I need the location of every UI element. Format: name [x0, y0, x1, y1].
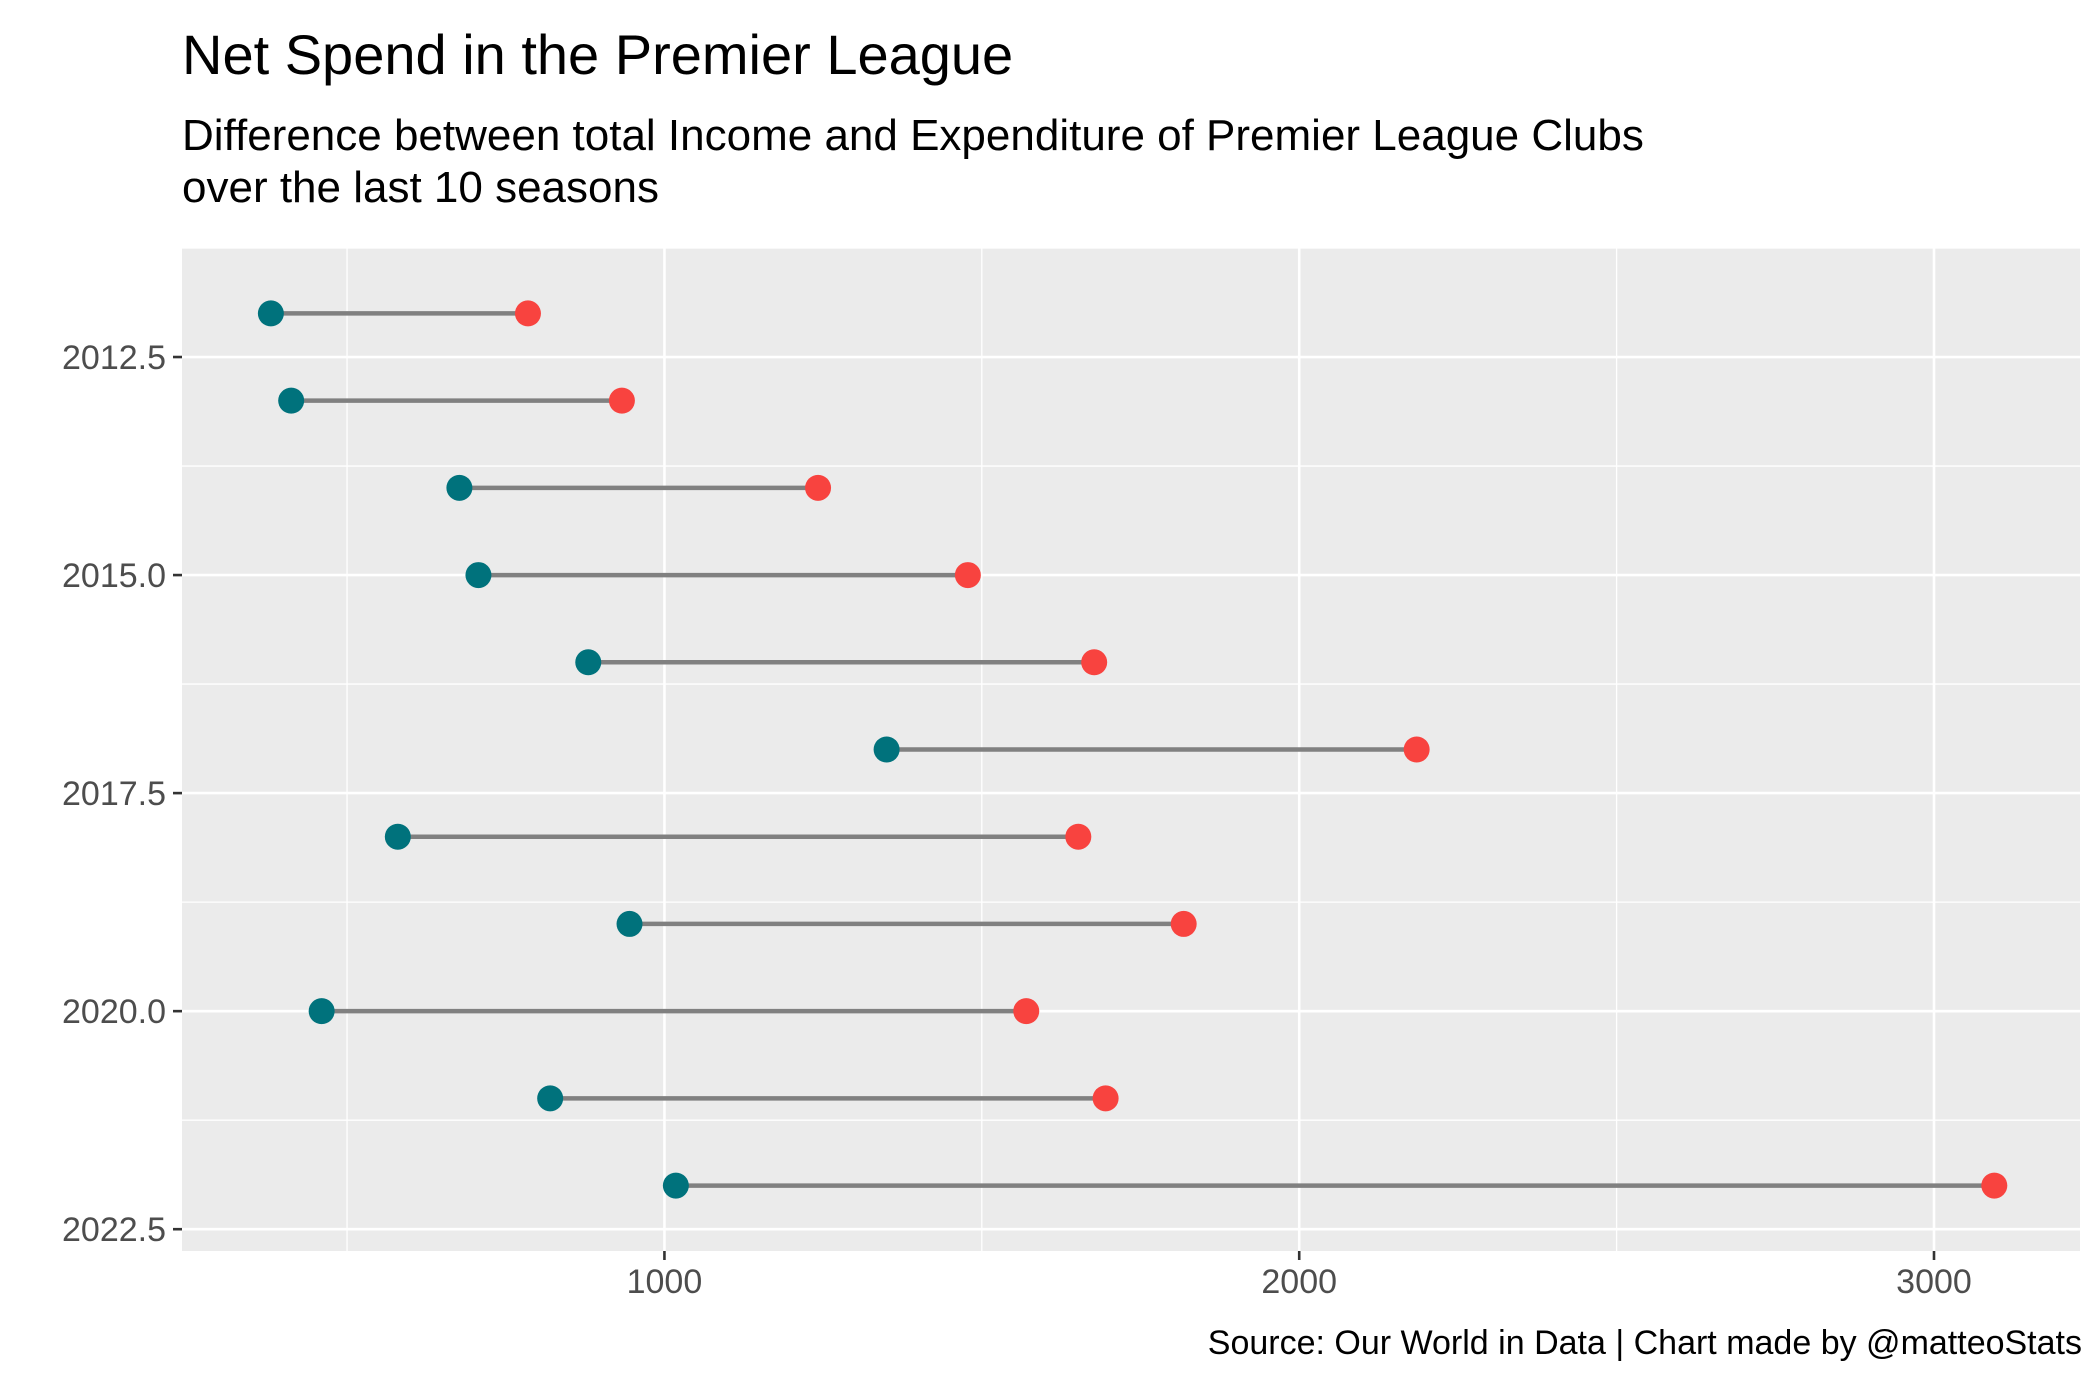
axis-ticks: [173, 355, 1936, 1260]
high-point-2013: [608, 387, 635, 414]
chart-subtitle-line-2: over the last 10 seasons: [182, 163, 659, 212]
low-point-2020: [308, 998, 335, 1025]
high-point-2022: [1981, 1172, 2008, 1199]
high-point-2016: [1081, 649, 1108, 676]
low-point-2018: [384, 823, 411, 850]
low-points: [257, 300, 900, 1199]
x-tick-label-2: 3000: [1896, 1263, 1972, 1301]
axis-labels: 1000 2000 3000 2012.5 2015.0 2017.5 2020.0 2022…: [62, 339, 1972, 1301]
y-tick-label-2: 2017.5: [62, 775, 166, 813]
low-point-2017: [873, 736, 900, 763]
low-point-2013: [278, 387, 305, 414]
high-point-2019: [1170, 910, 1197, 937]
low-point-2022: [662, 1172, 689, 1199]
high-point-2021: [1092, 1085, 1119, 1112]
low-point-2014: [446, 474, 473, 501]
low-point-2012: [257, 300, 284, 327]
segments: [270, 311, 1995, 1188]
y-tick-label-4: 2022.5: [62, 1211, 166, 1249]
x-tick-label-1: 2000: [1261, 1263, 1337, 1301]
high-point-2020: [1013, 998, 1040, 1025]
high-point-2018: [1065, 823, 1092, 850]
high-point-2015: [954, 562, 981, 589]
x-tick-label-0: 1000: [627, 1263, 703, 1301]
high-points: [514, 300, 2008, 1199]
chart-subtitle: Difference between total Income and Expe…: [182, 110, 2032, 214]
low-point-2019: [616, 910, 643, 937]
chart-title: Net Spend in the Premier League: [182, 23, 1014, 86]
y-tick-label-3: 2020.0: [62, 993, 166, 1031]
high-point-2012: [514, 300, 541, 327]
high-point-2014: [805, 474, 832, 501]
chart-caption: Source: Our World in Data | Chart made b…: [1207, 1324, 2082, 1362]
y-tick-label-0: 2012.5: [62, 339, 166, 377]
low-point-2016: [575, 649, 602, 676]
high-point-2017: [1403, 736, 1430, 763]
y-tick-label-1: 2015.0: [62, 557, 166, 595]
low-point-2015: [465, 562, 492, 589]
chart-subtitle-line-1: Difference between total Income and Expe…: [182, 111, 1644, 160]
low-point-2021: [537, 1085, 564, 1112]
